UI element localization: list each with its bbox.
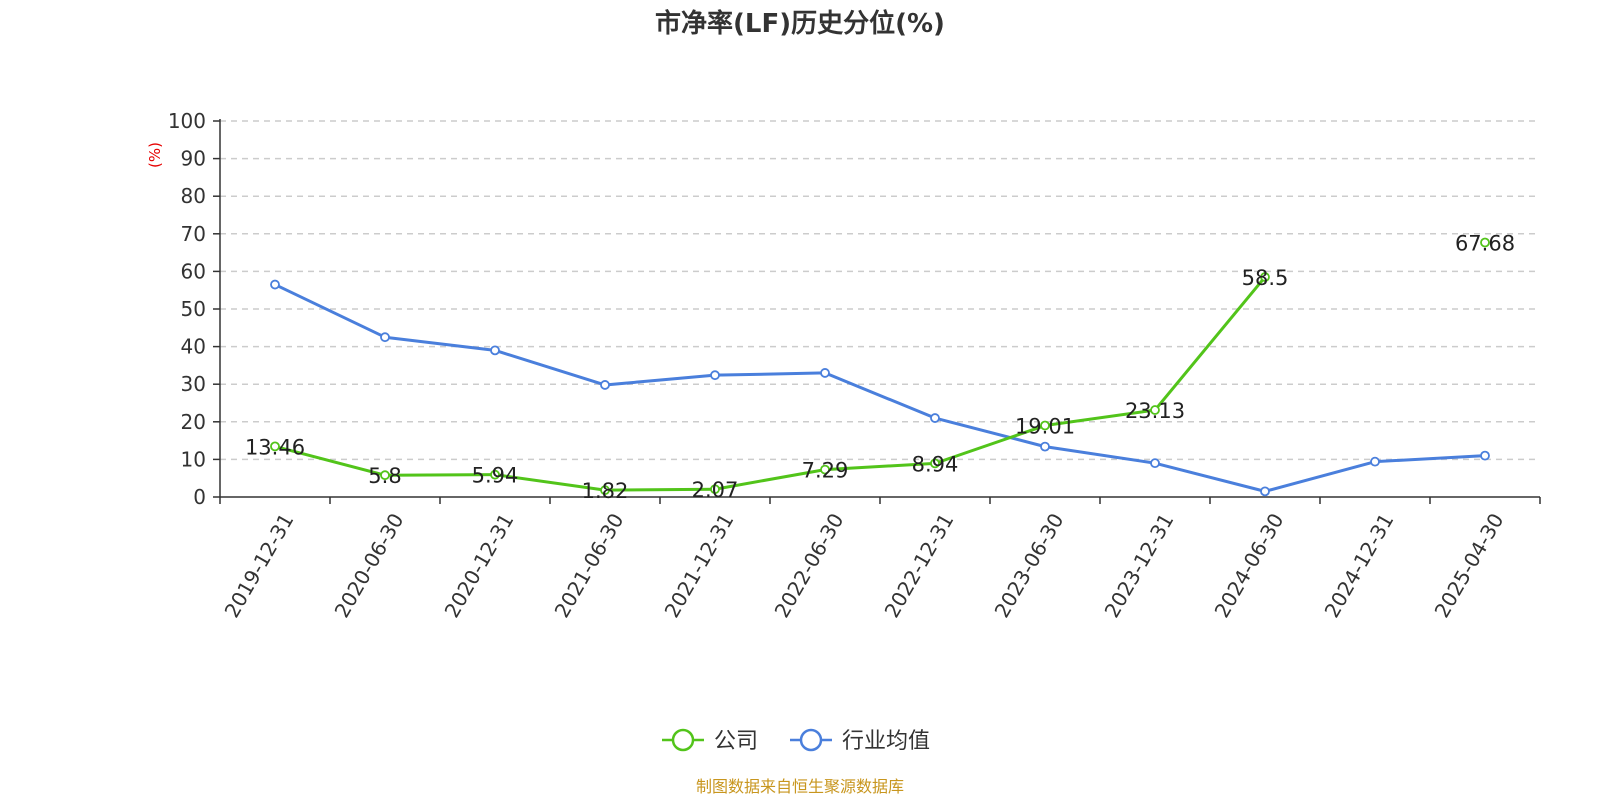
series-segment bbox=[933, 424, 1047, 465]
data-labels: 13.46 5.8 5.94 1.82 2.07 7.29 8.94 19.01 23.13 58… bbox=[245, 232, 1515, 504]
legend-circle-marker bbox=[799, 728, 823, 752]
y-tick-label-70: 70 bbox=[181, 222, 206, 246]
y-axis-unit-label: (%) bbox=[146, 142, 164, 168]
series-segment bbox=[493, 473, 607, 492]
series-公司 bbox=[270, 237, 1490, 496]
series-segment bbox=[273, 444, 387, 477]
series-segment bbox=[493, 348, 607, 387]
data-point-2023-06-30[interactable] bbox=[1040, 420, 1050, 431]
y-tick-label-40: 40 bbox=[181, 335, 206, 359]
x-tick-label-2024-06-30: 2024-06-30 bbox=[1210, 509, 1289, 622]
legend-item-行业均值[interactable]: 行业均值 bbox=[790, 728, 930, 754]
data-point-2023-12-31[interactable] bbox=[1150, 458, 1160, 469]
x-tick-label-2023-12-31: 2023-12-31 bbox=[1100, 509, 1179, 622]
data-label-2021-06-30: 1.82 bbox=[582, 479, 629, 503]
data-point-2022-12-31[interactable] bbox=[930, 413, 940, 423]
series-segment bbox=[383, 335, 497, 352]
x-tick-label-2021-06-30: 2021-06-30 bbox=[550, 509, 629, 622]
legend-item-公司[interactable]: 公司 bbox=[662, 728, 758, 754]
data-label-2020-06-30: 5.8 bbox=[368, 464, 401, 488]
data-point-2025-04-30[interactable] bbox=[1480, 237, 1490, 248]
axes: 0 10 20 30 40 50 60 70 80 90 100 2019-12-31 2020-06-… bbox=[168, 109, 1541, 622]
y-tick-label-80: 80 bbox=[181, 184, 206, 208]
y-tick-label-50: 50 bbox=[181, 297, 206, 321]
data-point-2019-12-31[interactable] bbox=[270, 441, 280, 452]
x-tick-label-2020-06-30: 2020-06-30 bbox=[330, 509, 409, 622]
data-point-2020-12-31[interactable] bbox=[490, 345, 500, 356]
y-tick-label-10: 10 bbox=[181, 447, 206, 471]
legend-circle-marker bbox=[671, 728, 695, 752]
data-point-2023-06-30[interactable] bbox=[1040, 441, 1050, 452]
series-segment bbox=[1263, 460, 1377, 493]
series-segment bbox=[383, 473, 497, 477]
data-label-2019-12-31: 13.46 bbox=[245, 435, 305, 459]
data-point-2021-12-31[interactable] bbox=[710, 484, 720, 495]
x-tick-label-2021-12-31: 2021-12-31 bbox=[660, 509, 739, 622]
series-segment bbox=[273, 283, 387, 339]
data-point-2019-12-31[interactable] bbox=[270, 279, 280, 290]
data-label-2024-06-30: 58.5 bbox=[1242, 266, 1289, 290]
data-point-2020-12-31[interactable] bbox=[490, 469, 500, 480]
data-label-2022-12-31: 8.94 bbox=[912, 452, 959, 476]
y-tick-label-100: 100 bbox=[168, 109, 206, 133]
legend-label: 公司 bbox=[714, 729, 758, 754]
data-label-2023-12-31: 23.13 bbox=[1125, 399, 1185, 423]
data-label-2021-12-31: 2.07 bbox=[692, 478, 739, 502]
series-segment bbox=[1153, 275, 1267, 412]
data-label-2023-06-30: 19.01 bbox=[1015, 415, 1075, 439]
series-segment bbox=[1043, 408, 1157, 428]
chart-title: 市净率(LF)历史分位(%) bbox=[655, 8, 945, 39]
series-segment bbox=[823, 371, 937, 420]
data-label-2022-06-30: 7.29 bbox=[802, 459, 849, 483]
series-segment bbox=[1373, 454, 1487, 464]
x-tick-label-2020-12-31: 2020-12-31 bbox=[440, 509, 519, 622]
x-tick-label-2025-04-30: 2025-04-30 bbox=[1430, 509, 1509, 622]
x-tick-label-2024-12-31: 2024-12-31 bbox=[1320, 509, 1399, 622]
data-point-2021-06-30[interactable] bbox=[600, 485, 610, 496]
data-point-2021-12-31[interactable] bbox=[710, 370, 720, 381]
y-tick-label-90: 90 bbox=[181, 147, 206, 171]
data-point-2024-12-31[interactable] bbox=[1370, 456, 1380, 467]
series-segment bbox=[1153, 461, 1267, 493]
data-point-2022-06-30[interactable] bbox=[820, 368, 830, 378]
x-tick-label-2023-06-30: 2023-06-30 bbox=[990, 509, 1069, 622]
series-segment bbox=[713, 371, 827, 377]
source-note: 制图数据来自恒生聚源数据库 bbox=[696, 777, 904, 796]
grid-lines bbox=[220, 120, 1540, 461]
series-lines bbox=[270, 237, 1490, 497]
data-label-2020-12-31: 5.94 bbox=[472, 464, 519, 488]
data-point-2023-12-31[interactable] bbox=[1150, 405, 1160, 415]
data-point-2022-12-31[interactable] bbox=[930, 458, 940, 469]
data-point-2020-06-30[interactable] bbox=[380, 470, 390, 481]
x-tick-label-2022-12-31: 2022-12-31 bbox=[880, 509, 959, 622]
data-point-2024-06-30[interactable] bbox=[1260, 272, 1270, 282]
legend[interactable]: 公司 行业均值 bbox=[662, 728, 930, 754]
legend-label: 行业均值 bbox=[842, 729, 930, 754]
data-point-2024-06-30[interactable] bbox=[1260, 486, 1270, 497]
series-segment bbox=[823, 461, 937, 472]
data-point-2020-06-30[interactable] bbox=[380, 332, 390, 343]
data-point-2022-06-30[interactable] bbox=[820, 464, 830, 475]
series-segment bbox=[603, 487, 717, 492]
x-tick-label-2019-12-31: 2019-12-31 bbox=[220, 509, 299, 622]
data-point-2021-06-30[interactable] bbox=[600, 380, 610, 390]
y-tick-label-0: 0 bbox=[193, 485, 206, 509]
data-label-2025-04-30: 67.68 bbox=[1455, 232, 1515, 256]
y-tick-label-20: 20 bbox=[181, 410, 206, 434]
series-segment bbox=[603, 373, 717, 387]
series-segment bbox=[1043, 445, 1157, 465]
y-tick-label-30: 30 bbox=[181, 372, 206, 396]
data-point-2025-04-30[interactable] bbox=[1480, 450, 1490, 461]
series-segment bbox=[933, 416, 1047, 449]
series-行业均值 bbox=[270, 279, 1490, 497]
series-segment bbox=[713, 468, 827, 491]
y-tick-label-60: 60 bbox=[181, 259, 206, 283]
x-tick-label-2022-06-30: 2022-06-30 bbox=[770, 509, 849, 622]
